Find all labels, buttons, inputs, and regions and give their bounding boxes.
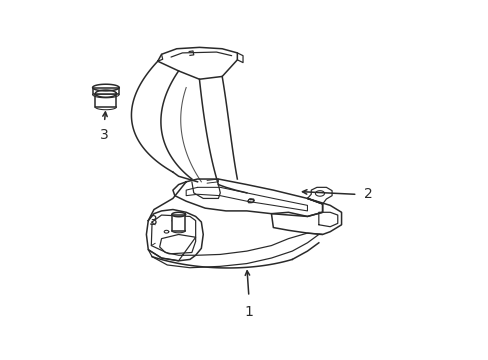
Text: 2: 2 (364, 187, 372, 201)
Text: 3: 3 (100, 128, 109, 142)
Bar (171, 215, 185, 231)
Text: 3: 3 (149, 213, 158, 228)
Bar (95, 94, 116, 107)
Text: 1: 1 (244, 305, 253, 319)
Bar (92, 87, 119, 94)
